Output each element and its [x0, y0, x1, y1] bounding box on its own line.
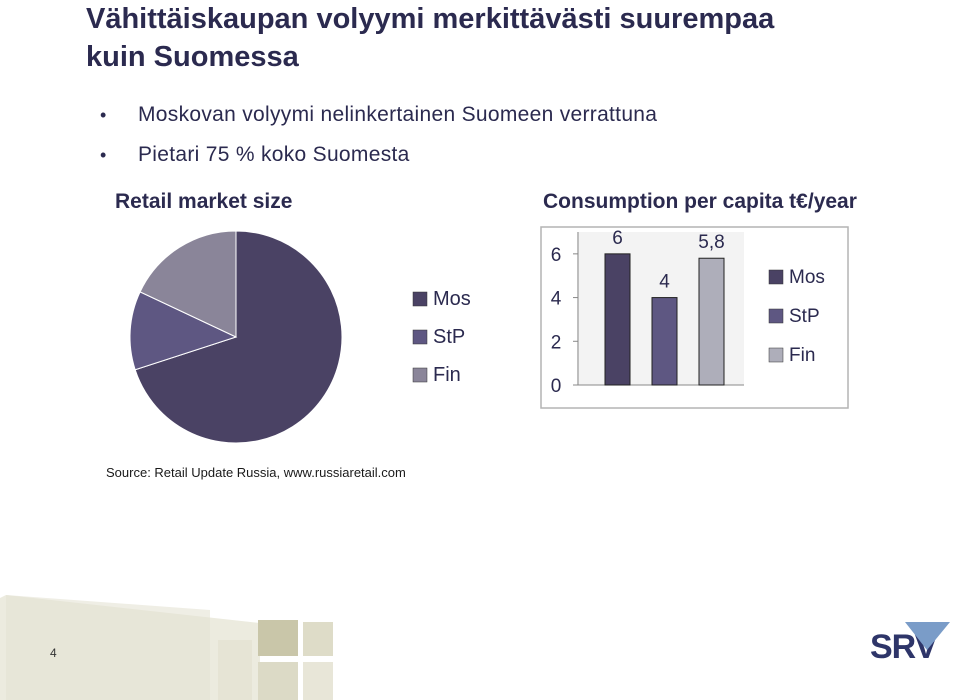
page-number: 4 [50, 646, 57, 660]
pie-chart-title: Retail market size [115, 190, 293, 213]
bar-fin [698, 257, 725, 386]
bar-stp [651, 297, 678, 386]
bar-legend-label-stp: StP [789, 306, 820, 327]
title-line-1: Vähittäiskaupan volyymi merkittävästi su… [86, 3, 775, 35]
bar-data-label-mos: 6 [612, 228, 623, 249]
bar-plot-area [577, 232, 744, 385]
footer-tile [218, 640, 252, 700]
bullet-item: Moskovan volyymi nelinkertainen Suomeen … [100, 100, 657, 140]
bullet-list: Moskovan volyymi nelinkertainen Suomeen … [100, 100, 657, 180]
bar-legend-swatch-stp [768, 308, 784, 324]
pie-legend-swatch-stp [412, 329, 428, 345]
footer-tile [303, 622, 333, 656]
bar-y-tick-label: 0 [551, 376, 562, 397]
title-line-2: kuin Suomessa [86, 41, 299, 73]
pie-slice-fin [139, 230, 237, 338]
bar-legend-label-fin: Fin [789, 345, 815, 366]
bar-y-tick-label: 2 [551, 332, 562, 353]
footer-tile [258, 662, 298, 700]
bullet-item: Pietari 75 % koko Suomesta [100, 140, 657, 180]
bar-data-label-stp: 4 [659, 272, 670, 293]
pie-slice-stp [129, 291, 238, 371]
bar-legend-label-mos: Mos [789, 267, 825, 288]
pie-slice-mos [134, 230, 343, 444]
pie-legend-swatch-mos [412, 291, 428, 307]
bar-legend-swatch-fin [768, 347, 784, 363]
pie-legend-swatch-fin [412, 367, 428, 383]
footer-tile [303, 662, 333, 700]
srv-logo: SRV [870, 628, 938, 666]
bar-y-tick-label: 6 [551, 245, 562, 266]
pie-legend-label-fin: Fin [433, 364, 461, 386]
bar-y-tick-label: 4 [551, 289, 562, 310]
bar-mos [604, 253, 631, 386]
bar-legend-swatch-mos [768, 269, 784, 285]
footer-band-shade [6, 595, 210, 700]
slide-title: Vähittäiskaupan volyymi merkittävästi su… [86, 0, 936, 76]
pie-legend-label-mos: Mos [433, 288, 471, 310]
logo-triangle [905, 622, 950, 650]
bar-chart-frame [540, 226, 849, 409]
bar-chart-title: Consumption per capita t€/year [543, 190, 857, 213]
footer-band [0, 595, 260, 700]
source-note: Source: Retail Update Russia, www.russia… [106, 465, 406, 480]
pie-legend-label-stp: StP [433, 326, 465, 348]
bar-data-label-fin: 5,8 [698, 232, 724, 253]
footer-tile [258, 620, 298, 656]
